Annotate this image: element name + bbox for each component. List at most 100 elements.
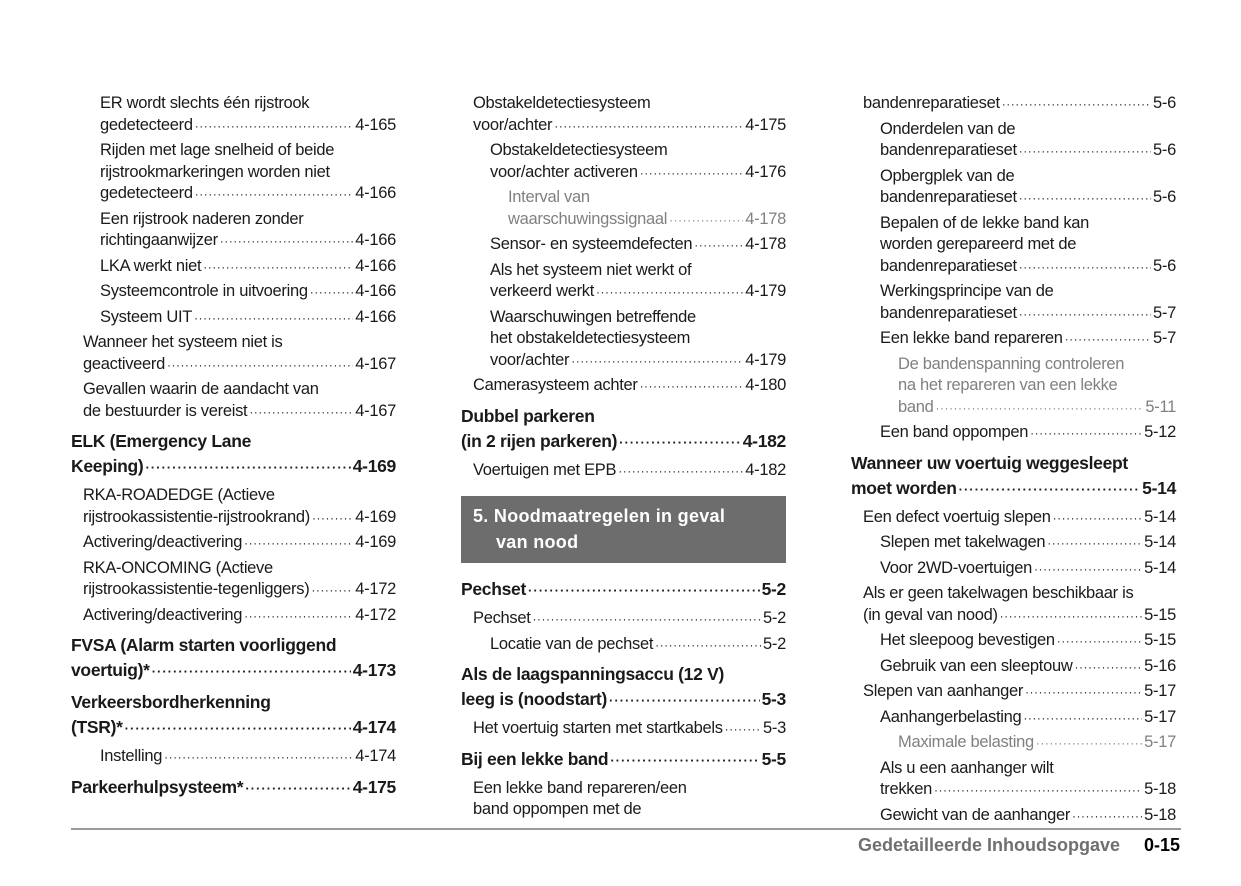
toc-section-heading[interactable]: Parkeerhulpsysteem* 4-175 — [71, 775, 396, 801]
toc-entry-last-line: (in geval van nood) 5-15 — [863, 605, 1176, 628]
dot-leader — [1036, 733, 1142, 755]
toc-page-number: 5-14 — [1142, 477, 1176, 498]
toc-entry[interactable]: De bandenspanning controleren na het repa… — [851, 354, 1176, 420]
toc-entry[interactable]: RKA-ROADEDGE (Actieve rijstrookassistenti… — [71, 485, 396, 529]
toc-entry[interactable]: Een lekke band repareren 5-7 — [851, 328, 1176, 351]
toc-entry-text: Waarschuwingen betreffende — [490, 307, 696, 326]
toc-entry[interactable]: Interval van waarschuwingssignaal 4-178 — [461, 187, 786, 231]
toc-entry[interactable]: Voor 2WD-voertuigen 5-14 — [851, 558, 1176, 581]
dot-leader — [725, 719, 761, 741]
toc-entry[interactable]: Camerasysteem achter 4-180 — [461, 375, 786, 398]
toc-entry-last-line: voor/achter 4-175 — [473, 115, 786, 138]
toc-entry-text: Als het systeem niet werkt of — [490, 260, 692, 279]
toc-page-number: 5-12 — [1144, 423, 1176, 441]
toc-entry-text: Verkeersbordherkenning — [71, 692, 271, 712]
toc-entry[interactable]: Waarschuwingen betreffende het obstakelde… — [461, 307, 786, 373]
toc-entry-last-line: Gewicht van de aanhanger 5-18 — [880, 805, 1176, 828]
toc-entry[interactable]: Obstakeldetectiesysteem voor/achter activ… — [461, 140, 786, 184]
toc-entry-text: Bij een lekke band — [461, 748, 609, 769]
dot-leader — [1023, 708, 1142, 730]
toc-entry-text: Gewicht van de aanhanger — [880, 805, 1071, 824]
toc-entry-last-line: moet worden 5-14 — [851, 476, 1176, 502]
toc-entry[interactable]: Obstakeldetectiesysteem voor/achter 4-175 — [461, 93, 786, 137]
toc-entry-last-line: bandenreparatieset 5-7 — [880, 303, 1176, 326]
toc-entry[interactable]: Sensor- en systeemdefecten 4-178 — [461, 234, 786, 257]
toc-entry-last-line: Pechset 5-2 — [473, 608, 786, 631]
toc-entry-text: trekken — [880, 780, 933, 798]
toc-entry[interactable]: Als het systeem niet werkt of verkeerd we… — [461, 260, 786, 304]
toc-page-number: 4-175 — [745, 115, 786, 134]
toc-entry-text: Wanneer het systeem niet is — [83, 333, 283, 351]
toc-page-number: 4-166 — [355, 231, 396, 249]
toc-section-heading[interactable]: Als de laagspanningsaccu (12 V) leeg is (… — [461, 662, 786, 713]
toc-entry[interactable]: Slepen met takelwagen 5-14 — [851, 532, 1176, 555]
toc-entry[interactable]: Onderdelen van de bandenreparatieset 5-6 — [851, 119, 1176, 163]
toc-section-heading[interactable]: Bij een lekke band 5-5 — [461, 747, 786, 773]
toc-entry[interactable]: LKA werkt niet 4-166 — [71, 256, 396, 279]
dot-leader — [533, 609, 762, 631]
toc-entry[interactable]: Gevallen waarin de aandacht van de bestuu… — [71, 379, 396, 423]
toc-entry-text: Instelling — [100, 747, 163, 765]
toc-section-heading[interactable]: Dubbel parkeren (in 2 rijen parkeren) 4-18… — [461, 404, 786, 455]
toc-entry-text: rijstrookassistentie-tegenliggers) — [83, 580, 310, 598]
dot-leader — [145, 455, 350, 480]
toc-entry[interactable]: Locatie van de pechset 5-2 — [461, 634, 786, 657]
toc-entry[interactable]: Activering/deactivering 4-169 — [71, 532, 396, 555]
toc-entry-last-line: Voor 2WD-voertuigen 5-14 — [880, 558, 1176, 581]
toc-entry[interactable]: Als u een aanhanger wilt trekken 5-18 — [851, 758, 1176, 802]
toc-section-heading[interactable]: Pechset 5-2 — [461, 577, 786, 603]
toc-entry[interactable]: Gebruik van een sleeptouw 5-16 — [851, 656, 1176, 679]
toc-entry[interactable]: Activering/deactivering 4-172 — [71, 605, 396, 628]
toc-entry-last-line: Maximale belasting 5-17 — [898, 732, 1176, 755]
toc-entry[interactable]: Als er geen takelwagen beschikbaar is (in… — [851, 583, 1176, 627]
toc-entry-last-line: Bij een lekke band 5-5 — [461, 747, 786, 773]
toc-entry-last-line: (TSR)* 4-174 — [71, 715, 396, 741]
dot-leader — [167, 355, 353, 377]
toc-entry-last-line: trekken 5-18 — [880, 779, 1176, 802]
toc-entry[interactable]: Maximale belasting 5-17 — [851, 732, 1176, 755]
toc-entry[interactable]: Instelling 4-174 — [71, 746, 396, 769]
toc-entry-text: Bepalen of de lekke band kan — [880, 213, 1090, 232]
toc-section-heading[interactable]: Wanneer uw voertuig weggesleept moet word… — [851, 451, 1176, 502]
toc-page-number: 5-17 — [1144, 707, 1176, 726]
toc-entry[interactable]: Pechset 5-2 — [461, 608, 786, 631]
toc-entry[interactable]: Het voertuig starten met startkabels 5-3 — [461, 718, 786, 741]
toc-entry[interactable]: bandenreparatieset 5-6 — [851, 93, 1176, 116]
toc-section-heading[interactable]: Verkeersbordherkenning (TSR)* 4-174 — [71, 690, 396, 741]
toc-entry-text: leeg is (noodstart) — [461, 689, 607, 709]
toc-entry[interactable]: Een defect voertuig slepen 5-14 — [851, 507, 1176, 530]
toc-page-number: 5-11 — [1145, 397, 1176, 416]
toc-entry-text: moet worden — [851, 477, 957, 498]
toc-entry[interactable]: Rijden met lage snelheid of beide rijstro… — [71, 140, 396, 206]
chapter-heading[interactable]: 5. Noodmaatregelen in geval van nood — [461, 496, 786, 563]
toc-entry[interactable]: Een rijstrook naderen zonder richtingaanw… — [71, 209, 396, 253]
dot-leader — [640, 163, 744, 185]
toc-entry[interactable]: Een lekke band repareren/een band oppompe… — [461, 778, 786, 821]
toc-entry[interactable]: Het sleepoog bevestigen 5-15 — [851, 630, 1176, 653]
toc-column-1: ER wordt slechts één rijstrook gedetectee… — [71, 93, 396, 806]
toc-entry[interactable]: Een band oppompen 5-12 — [851, 422, 1176, 445]
toc-entry[interactable]: Gewicht van de aanhanger 5-18 — [851, 805, 1176, 828]
toc-entry[interactable]: Wanneer het systeem niet is geactiveerd 4-… — [71, 332, 396, 376]
toc-entry[interactable]: Slepen van aanhanger 5-17 — [851, 681, 1176, 704]
dot-leader — [125, 716, 351, 741]
dot-leader — [220, 231, 354, 253]
toc-entry-text: Gebruik van een sleeptouw — [880, 656, 1073, 675]
toc-entry-text: Camerasysteem achter — [473, 376, 638, 394]
toc-entry[interactable]: Systeem UIT 4-166 — [71, 307, 396, 330]
toc-section-heading[interactable]: FVSA (Alarm starten voorliggend voertuig)… — [71, 633, 396, 684]
toc-entry[interactable]: Bepalen of de lekke band kan worden gerep… — [851, 213, 1176, 279]
toc-entry[interactable]: Voertuigen met EPB 4-182 — [461, 460, 786, 483]
toc-entry-text: Pechset — [473, 609, 531, 627]
toc-entry-last-line: bandenreparatieset 5-6 — [880, 256, 1176, 279]
toc-section-heading[interactable]: ELK (Emergency Lane Keeping) 4-169 — [71, 429, 396, 480]
toc-entry[interactable]: Opbergplek van de bandenreparatieset 5-6 — [851, 166, 1176, 210]
toc-entry[interactable]: Systeemcontrole in uitvoering 4-166 — [71, 281, 396, 304]
toc-entry-text: Activering/deactivering — [83, 533, 243, 551]
toc-entry[interactable]: Werkingsprincipe van de bandenreparatiese… — [851, 281, 1176, 325]
toc-entry[interactable]: Aanhangerbelasting 5-17 — [851, 707, 1176, 730]
toc-entry-text: Als er geen takelwagen beschikbaar is — [863, 584, 1134, 602]
toc-entry-last-line: leeg is (noodstart) 5-3 — [461, 687, 786, 713]
toc-entry[interactable]: RKA-ONCOMING (Actieve rijstrookassistenti… — [71, 558, 396, 602]
toc-entry[interactable]: ER wordt slechts één rijstrook gedetectee… — [71, 93, 396, 137]
